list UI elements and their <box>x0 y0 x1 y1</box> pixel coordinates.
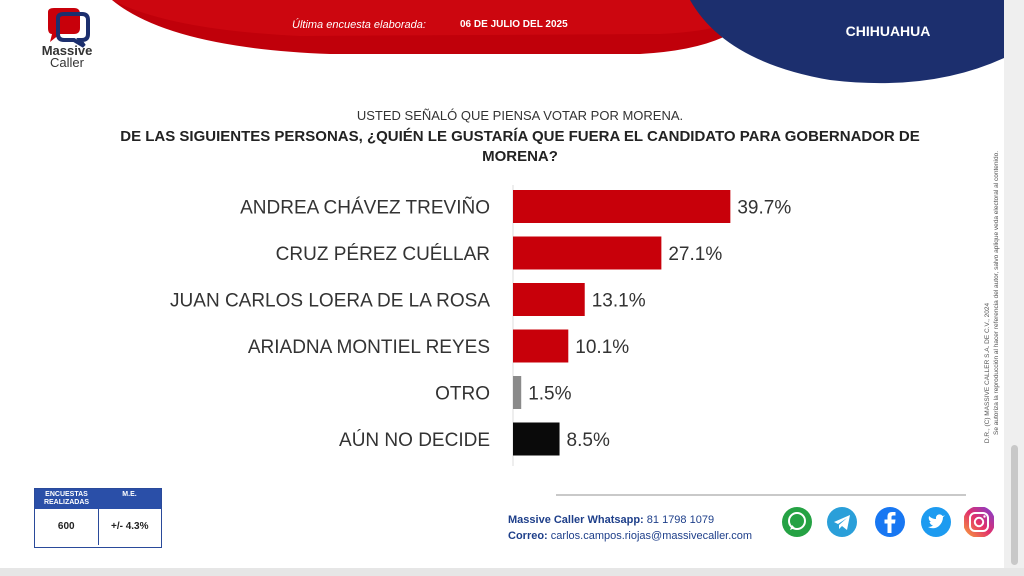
stats-header-surveys: ENCUESTAS REALIZADAS <box>43 491 90 506</box>
telegram-icon[interactable] <box>826 506 858 538</box>
whatsapp-icon[interactable] <box>781 506 813 538</box>
logo-line2: Caller <box>50 55 84 70</box>
category-label-5: AÚN NO DECIDE <box>339 429 490 451</box>
value-label-5: 8.5% <box>567 430 610 451</box>
region-label: CHIHUAHUA <box>845 23 931 39</box>
scrollbar-thumb[interactable] <box>1011 445 1018 565</box>
value-label-1: 27.1% <box>668 244 722 265</box>
value-label-0: 39.7% <box>737 198 791 219</box>
stats-value-surveys: 600 <box>35 509 99 545</box>
value-label-4: 1.5% <box>528 384 571 405</box>
header-banner <box>112 0 1004 84</box>
massive-caller-logo <box>30 8 102 76</box>
copyright-notice: D.R., (C) MASSIVE CALLER S.A. DE C.V., 2… <box>984 151 1000 443</box>
category-label-0: ANDREA CHÁVEZ TREVIÑO <box>240 197 490 219</box>
value-label-3: 10.1% <box>575 337 629 358</box>
frame-bottom-edge <box>0 568 1024 576</box>
whatsapp-label: Massive Caller Whatsapp: <box>508 514 644 526</box>
frame-edge <box>1004 0 1024 576</box>
copyright-line2: Se autoriza la reproducción al hacer ref… <box>993 151 1000 435</box>
category-label-2: JUAN CARLOS LOERA DE LA ROSA <box>170 291 490 312</box>
question-title-line2: MORENA? <box>482 148 558 165</box>
survey-date: 06 DE JULIO DEL 2025 <box>460 19 568 30</box>
survey-label: Última encuesta elaborada: <box>292 19 426 31</box>
stats-value-margin: +/- 4.3% <box>110 521 149 532</box>
logo-line1: Massive <box>41 43 93 58</box>
value-label-2: 13.1% <box>592 291 646 312</box>
copyright-line1: D.R., (C) MASSIVE CALLER S.A. DE C.V., 2… <box>984 302 991 443</box>
question-title: DE LAS SIGUIENTES PERSONAS, ¿QUIÉN LE GU… <box>80 127 960 167</box>
twitter-icon[interactable] <box>920 506 952 538</box>
bar-0 <box>513 190 731 223</box>
bar-2 <box>513 283 585 316</box>
contact-email: Correo: carlos.campos.riojas@massivecall… <box>508 530 752 542</box>
email-address[interactable]: carlos.campos.riojas@massivecaller.com <box>550 530 753 542</box>
instagram-icon[interactable] <box>963 506 995 538</box>
whatsapp-number[interactable]: 81 1798 1079 <box>646 514 715 526</box>
question-title-line1: DE LAS SIGUIENTES PERSONAS, ¿QUIÉN LE GU… <box>120 128 920 145</box>
facebook-icon[interactable] <box>874 506 906 538</box>
bar-4 <box>513 376 522 409</box>
bar-1 <box>513 236 662 270</box>
survey-stats-box: ENCUESTAS REALIZADAS M.E. 600 +/- 4.3% <box>34 488 162 548</box>
footer-divider <box>556 494 966 496</box>
logo-wordmark: Massive Caller <box>32 43 102 70</box>
category-label-3: ARIADNA MONTIEL REYES <box>248 337 490 358</box>
stats-header-margin: M.E. <box>122 491 137 498</box>
question-subtitle: USTED SEÑALÓ QUE PIENSA VOTAR POR MORENA… <box>356 108 684 123</box>
category-label-4: OTRO <box>435 384 490 405</box>
bar-5 <box>513 422 560 456</box>
bar-chart: ANDREA CHÁVEZ TREVIÑO 39.7% CRUZ PÉREZ CUÉ… <box>170 185 791 466</box>
email-label: Correo: <box>508 530 548 542</box>
bar-3 <box>513 329 569 363</box>
category-label-1: CRUZ PÉREZ CUÉLLAR <box>276 244 490 265</box>
contact-whatsapp: Massive Caller Whatsapp: 81 1798 1079 <box>508 514 714 526</box>
